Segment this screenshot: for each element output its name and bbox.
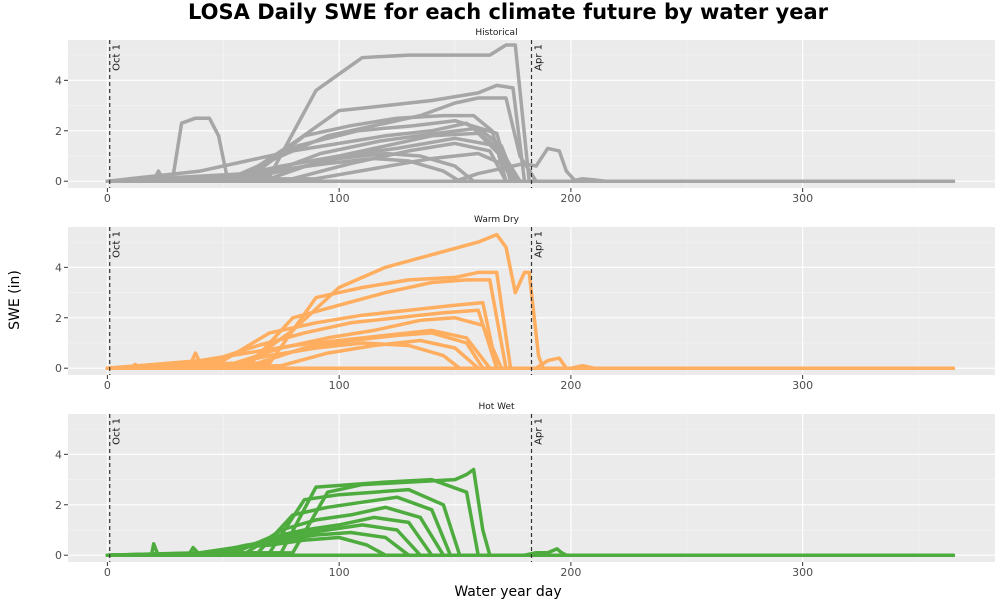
x-tick-label: 100 xyxy=(329,379,350,392)
x-tick-label: 300 xyxy=(792,192,813,205)
panel-hot-wet: Hot Wet Oct 1 Apr 1 0 2 4 0 100 200 300 xyxy=(55,402,995,579)
series-line xyxy=(105,151,956,183)
series-line xyxy=(105,467,956,557)
y-tick-label: 4 xyxy=(55,448,62,461)
panel-strip-label: Warm Dry xyxy=(474,215,520,225)
y-tick-label: 2 xyxy=(55,499,62,512)
series-line xyxy=(105,232,956,370)
reference-line-label: Apr 1 xyxy=(534,418,545,445)
x-tick-label: 100 xyxy=(329,192,350,205)
series-line xyxy=(105,141,956,183)
y-tick-label: 4 xyxy=(55,261,62,274)
series-line xyxy=(105,338,956,370)
series-line xyxy=(105,535,956,557)
panel-strip-label: Historical xyxy=(475,28,517,38)
y-tick-label: 4 xyxy=(55,74,62,87)
series-line xyxy=(105,270,956,370)
series-line xyxy=(105,146,956,183)
x-tick-label: 300 xyxy=(792,379,813,392)
series-line xyxy=(105,331,956,370)
series-line xyxy=(105,341,956,370)
y-tick-label: 2 xyxy=(55,125,62,138)
series-line xyxy=(105,43,956,183)
panel-warm-dry: Warm Dry Oct 1 Apr 1 0 2 4 0 100 200 300 xyxy=(55,215,995,392)
reference-line-label: Apr 1 xyxy=(534,44,545,71)
y-tick-label: 0 xyxy=(55,549,62,562)
reference-line-label: Oct 1 xyxy=(112,418,123,445)
y-tick-label: 0 xyxy=(55,362,62,375)
series-line xyxy=(105,316,956,370)
reference-line-label: Oct 1 xyxy=(112,231,123,258)
x-tick-label: 100 xyxy=(329,566,350,579)
x-axis-title: Water year day xyxy=(454,584,561,600)
series-line xyxy=(105,363,956,370)
series-line xyxy=(105,131,956,183)
x-tick-label: 0 xyxy=(104,379,111,392)
y-axis-title: SWE (in) xyxy=(7,270,23,330)
x-tick-label: 0 xyxy=(104,192,111,205)
y-tick-label: 2 xyxy=(55,312,62,325)
reference-line-label: Apr 1 xyxy=(534,231,545,258)
chart-title: LOSA Daily SWE for each climate future b… xyxy=(188,0,829,24)
y-tick-label: 0 xyxy=(55,175,62,188)
x-tick-label: 0 xyxy=(104,566,111,579)
x-tick-label: 200 xyxy=(560,379,581,392)
x-tick-label: 300 xyxy=(792,566,813,579)
x-tick-label: 200 xyxy=(560,192,581,205)
series-line xyxy=(105,300,956,370)
reference-line-label: Oct 1 xyxy=(112,44,123,71)
series-line xyxy=(105,176,956,183)
panel-strip-label: Hot Wet xyxy=(478,402,515,412)
x-tick-label: 200 xyxy=(560,566,581,579)
series-line xyxy=(105,547,956,557)
panel-historical: Historical Oct 1 Apr 1 0 2 4 0 100 200 300 xyxy=(55,28,995,205)
